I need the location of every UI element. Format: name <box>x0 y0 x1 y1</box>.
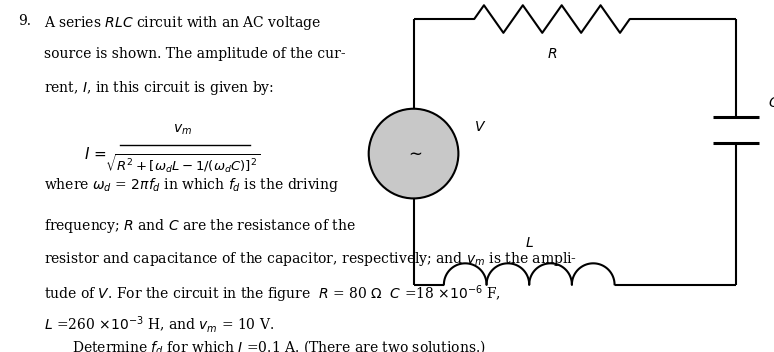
Text: resistor and capacitance of the capacitor, respectively; and $v_m$ is the ampli-: resistor and capacitance of the capacito… <box>44 250 577 268</box>
Text: Determine $f_d$ for which $I$ =0.1 A. (There are two solutions.): Determine $f_d$ for which $I$ =0.1 A. (T… <box>72 338 486 352</box>
Text: where $\omega_d$ = $2\pi f_d$ in which $f_d$ is the driving: where $\omega_d$ = $2\pi f_d$ in which $… <box>44 176 339 194</box>
Text: $\sim$: $\sim$ <box>405 145 423 162</box>
Text: $C$: $C$ <box>768 96 774 111</box>
Text: A series $\mathit{RLC}$ circuit with an AC voltage: A series $\mathit{RLC}$ circuit with an … <box>44 14 321 32</box>
Text: $\sqrt{R^2+[\omega_d L-1/(\omega_d C)]^2}$: $\sqrt{R^2+[\omega_d L-1/(\omega_d C)]^2… <box>104 153 260 175</box>
Text: $R$: $R$ <box>546 47 557 61</box>
Text: $V$: $V$ <box>474 120 486 134</box>
Text: rent, $\mathit{I}$, in this circuit is given by:: rent, $\mathit{I}$, in this circuit is g… <box>44 80 274 98</box>
Text: $I\,=$: $I\,=$ <box>84 146 107 162</box>
Text: $L$: $L$ <box>525 236 533 250</box>
Text: 9.: 9. <box>19 14 32 28</box>
Text: $v_m$: $v_m$ <box>173 122 192 137</box>
Text: source is shown. The amplitude of the cur-: source is shown. The amplitude of the cu… <box>44 46 346 61</box>
Text: $L$ =260 $\times10^{-3}$ H, and $v_m$ = 10 V.: $L$ =260 $\times10^{-3}$ H, and $v_m$ = … <box>44 314 275 335</box>
Text: frequency; $\mathit{R}$ and $\mathit{C}$ are the resistance of the: frequency; $\mathit{R}$ and $\mathit{C}$… <box>44 218 356 235</box>
Ellipse shape <box>368 109 458 199</box>
Text: tude of $\mathit{V}$. For the circuit in the figure  $R$ = 80 $\Omega$  $C$ =18 : tude of $\mathit{V}$. For the circuit in… <box>44 283 501 304</box>
